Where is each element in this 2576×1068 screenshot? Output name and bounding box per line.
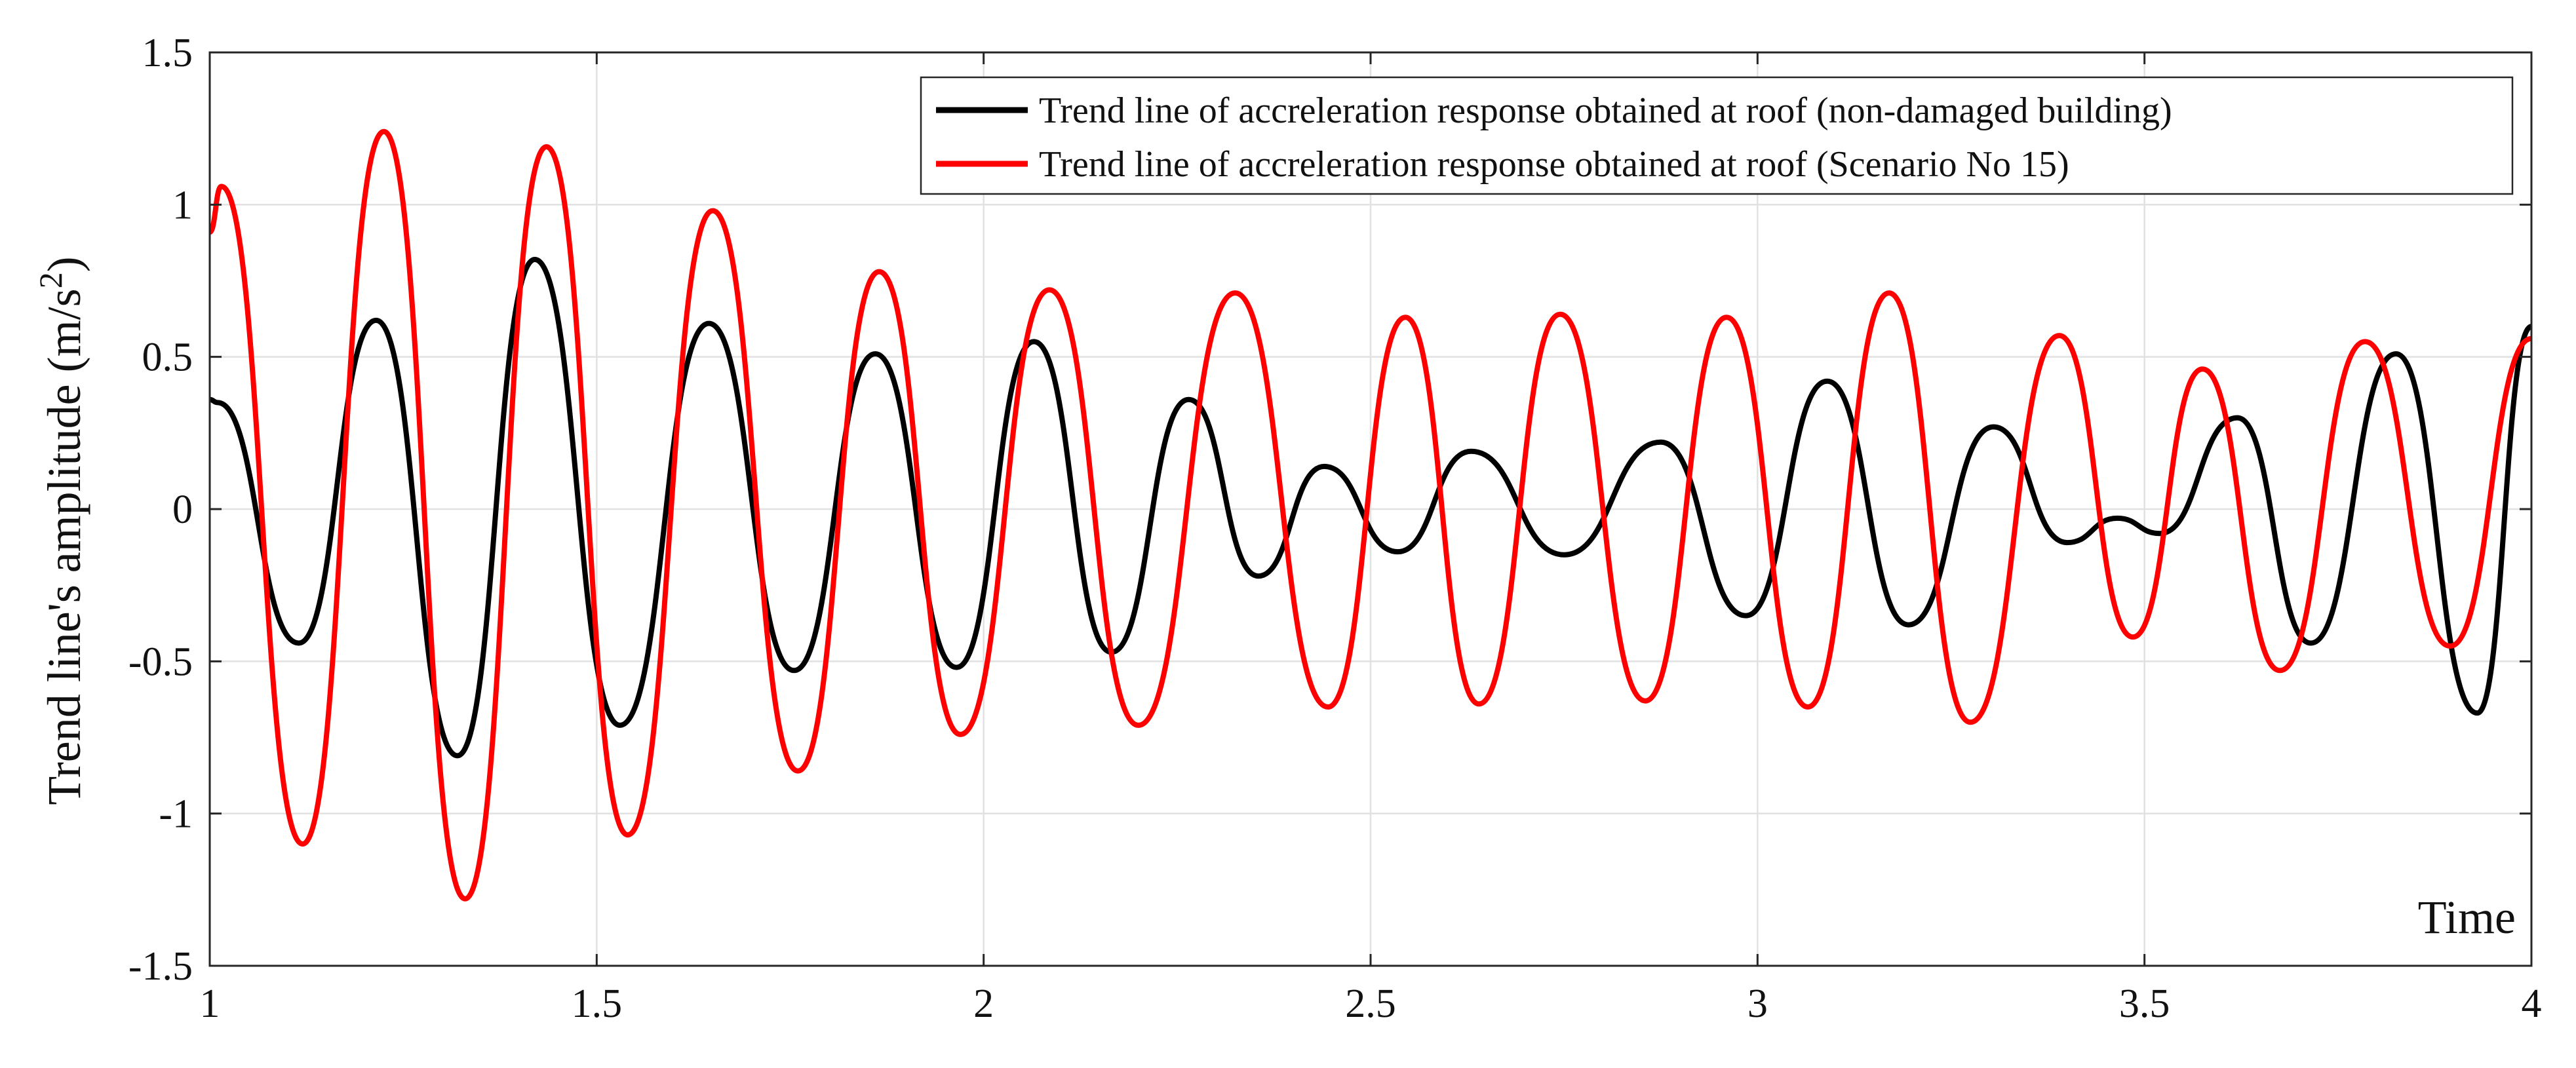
legend-label-non-damaged: Trend line of accreleration response obt… — [1039, 90, 2172, 131]
legend: Trend line of accreleration response obt… — [920, 76, 2514, 195]
y-tick-label: -1.5 — [128, 944, 193, 989]
x-tick-label: 2.5 — [1345, 982, 1396, 1026]
legend-label-scenario-15: Trend line of accreleration response obt… — [1039, 144, 2069, 185]
y-tick-label: 0 — [172, 487, 193, 532]
y-tick-label: -0.5 — [128, 639, 193, 684]
x-tick-label: 2 — [973, 982, 994, 1026]
series-line-scenario-15 — [210, 128, 2531, 902]
y-tick-label: 0.5 — [142, 335, 193, 380]
x-tick-label: 3 — [1747, 982, 1768, 1026]
grid — [210, 52, 2531, 966]
legend-box — [920, 76, 2514, 195]
x-axis-label: Time — [2418, 891, 2516, 944]
axis-ticks: 1 1.5 2 2.5 3 3.5 4 -1.5 -1 -0.5 0 0.5 1 1.5 — [128, 31, 2542, 1026]
x-tick-label: 1 — [200, 982, 220, 1026]
x-tick-label: 3.5 — [2119, 982, 2170, 1026]
y-tick-label: -1 — [159, 792, 193, 837]
series-group — [210, 128, 2531, 902]
y-tick-label: 1.5 — [142, 31, 193, 75]
x-tick-label: 1.5 — [572, 982, 623, 1026]
y-axis-label: Trend line's amplitude (m/s2) — [32, 256, 90, 805]
x-tick-label: 4 — [2522, 982, 2542, 1026]
series-line-non-damaged — [210, 257, 2531, 759]
y-tick-label: 1 — [172, 183, 193, 227]
